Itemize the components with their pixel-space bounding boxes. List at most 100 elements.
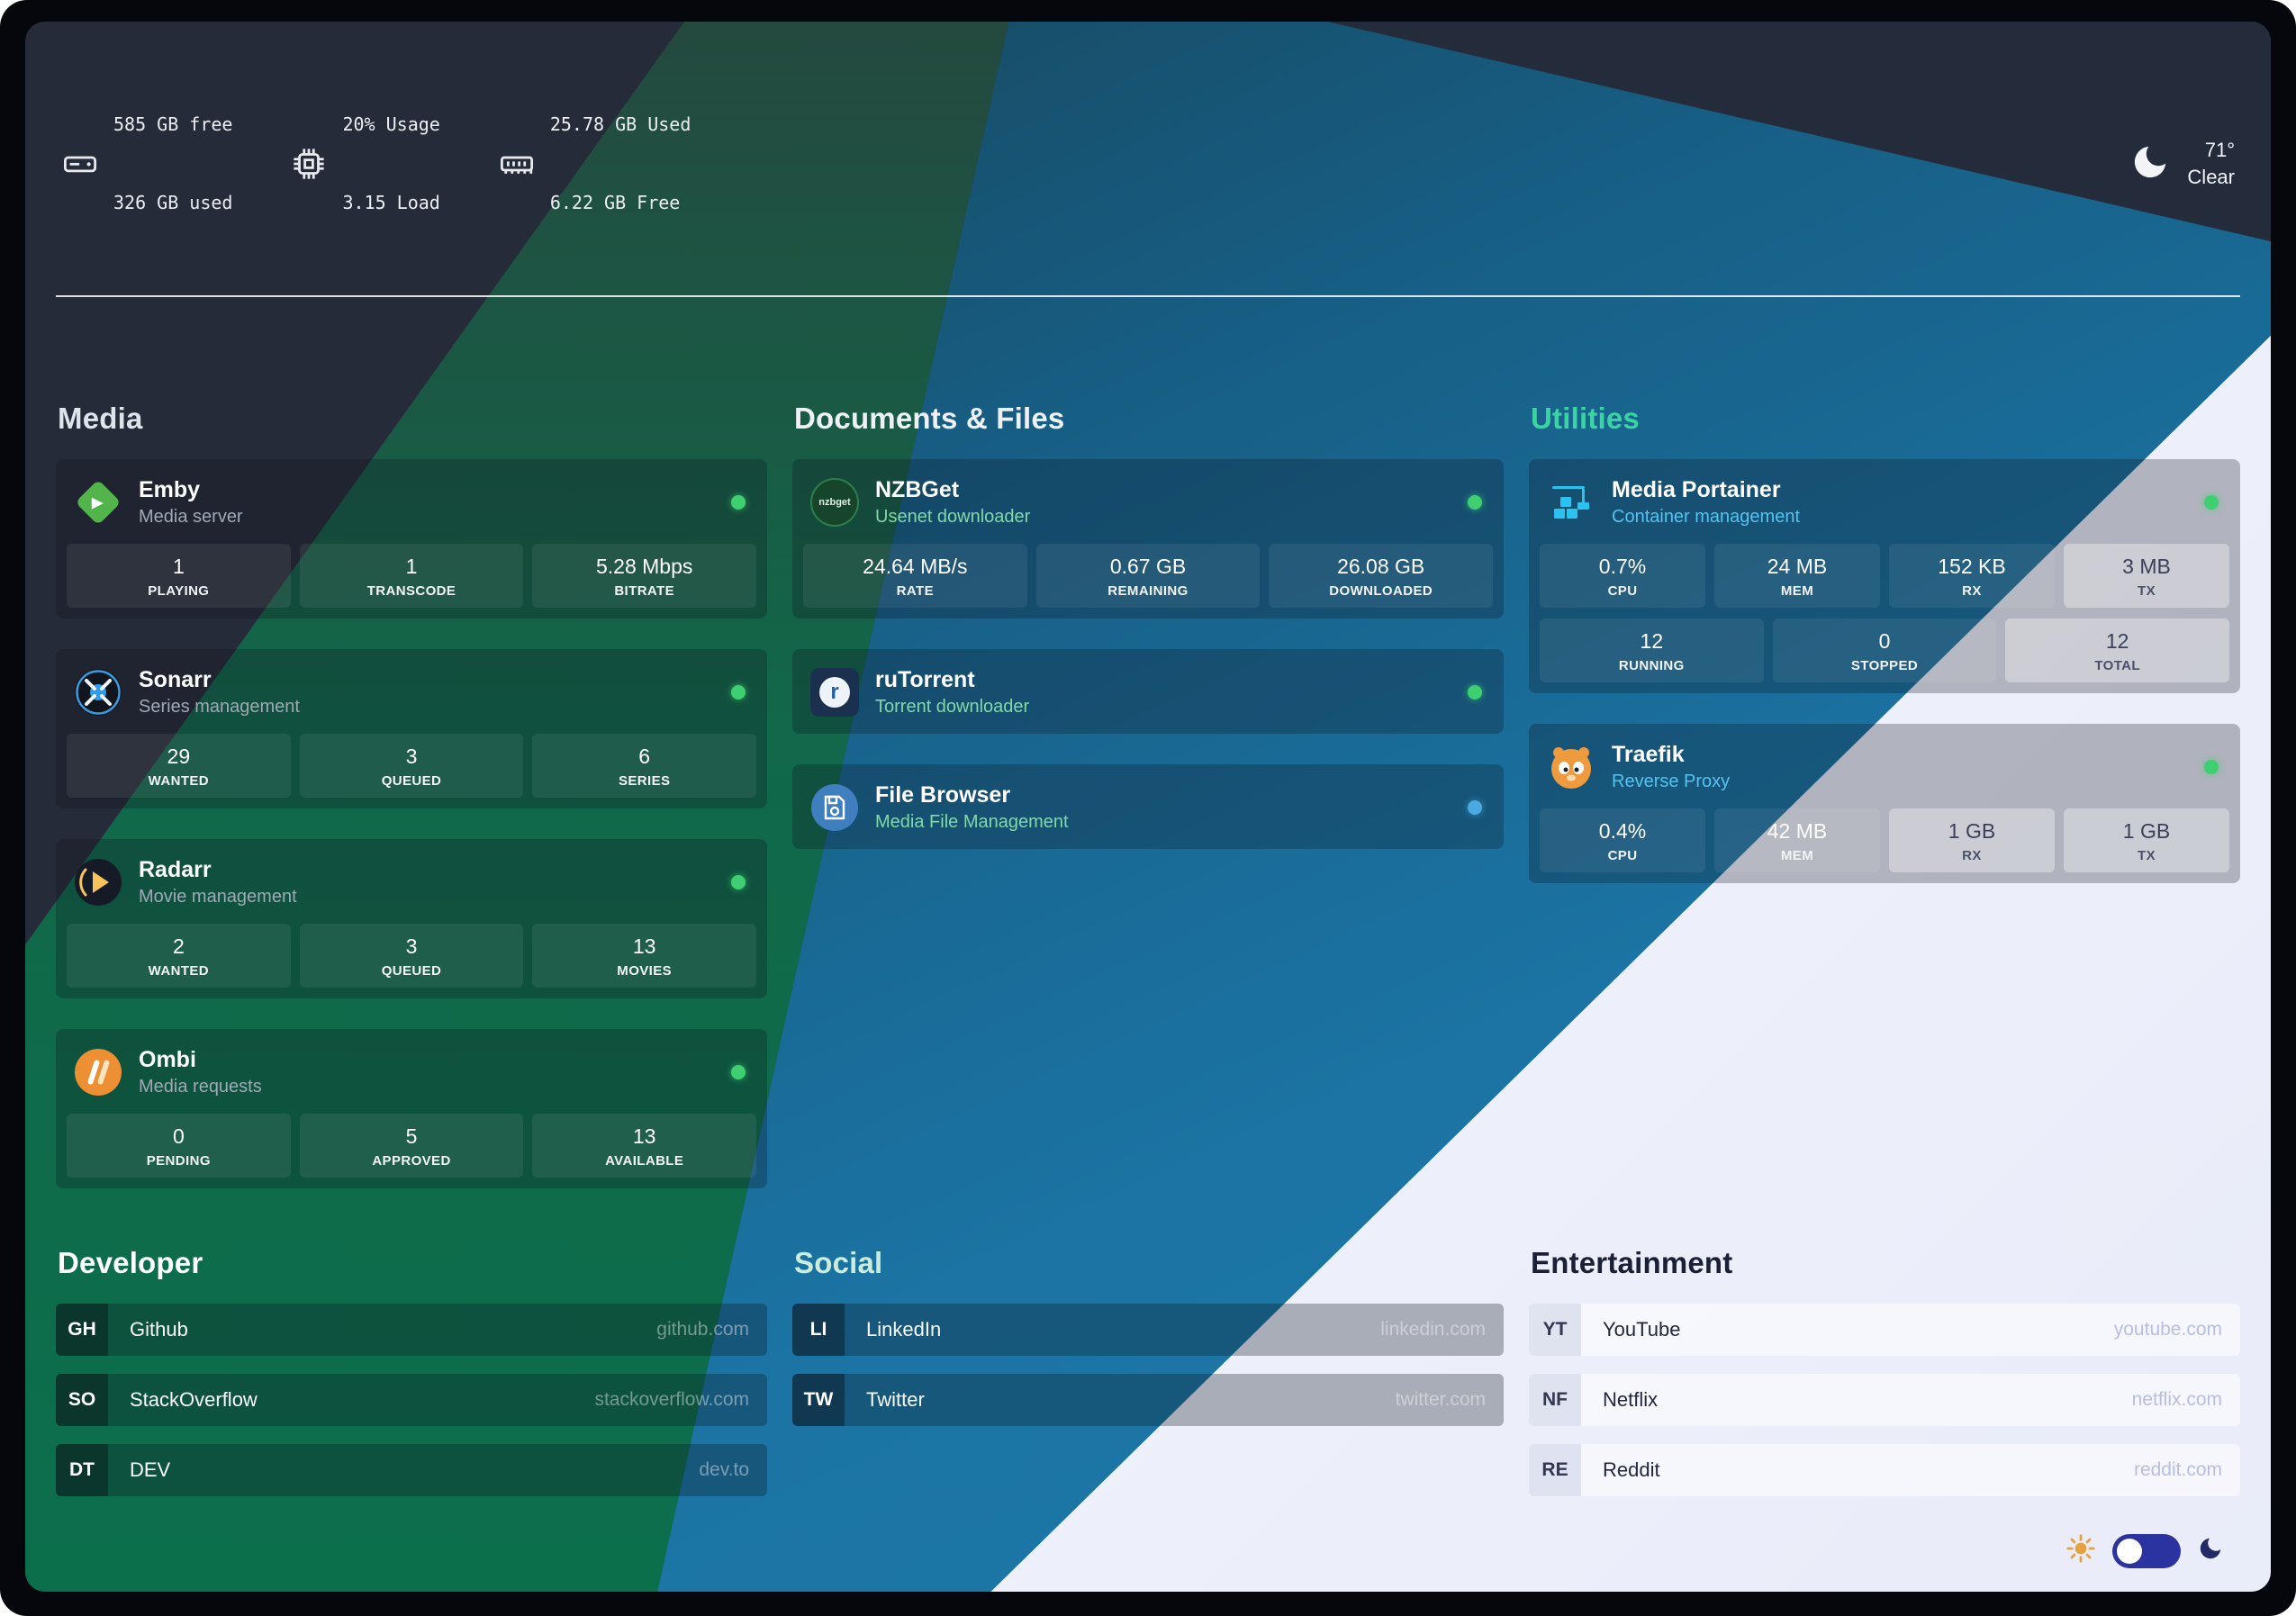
ombi-icon	[74, 1048, 122, 1097]
weather-condition: Clear	[2187, 166, 2235, 188]
disk-stats: 585 GB free 326 GB used	[61, 59, 232, 268]
app-card-emby[interactable]: ▶ Emby Media server 1 PLAYING 1 TRANSCOD…	[56, 459, 767, 618]
stat-value: 42 MB	[1767, 819, 1828, 843]
stat-label: PENDING	[146, 1153, 211, 1169]
disk-used-text: 326 GB used	[113, 192, 233, 213]
stat-remaining: 0.67 GB REMAINING	[1035, 544, 1261, 608]
stat-bitrate: 5.28 Mbps BITRATE	[532, 544, 757, 608]
stat-label: CPU	[1607, 848, 1638, 863]
stat-value: 3	[405, 745, 418, 768]
stat-value: 3 MB	[2122, 555, 2171, 578]
link-name: Netflix	[1603, 1388, 1659, 1411]
radarr-icon	[74, 858, 122, 907]
link-linkedin[interactable]: LI LinkedIn linkedin.com	[792, 1304, 1504, 1356]
app-card-portainer[interactable]: Media Portainer Container management 0.7…	[1529, 459, 2240, 693]
stat-value: 12	[2105, 629, 2129, 653]
link-badge: GH	[56, 1304, 108, 1356]
stat-label: WANTED	[148, 773, 210, 789]
stat-value: 1	[172, 555, 185, 578]
status-dot	[1468, 685, 1482, 700]
status-dot	[731, 875, 746, 889]
stat-label: SERIES	[618, 773, 671, 789]
app-card-nzbget[interactable]: nzbget NZBGet Usenet downloader 24.64 MB…	[792, 459, 1504, 618]
memory-icon	[498, 145, 536, 183]
link-reddit[interactable]: RE Reddit reddit.com	[1529, 1444, 2240, 1496]
stat-queued: 3 QUEUED	[299, 734, 524, 798]
stat-series: 6 SERIES	[532, 734, 757, 798]
app-name: Radarr	[139, 857, 212, 882]
stat-pending: 0 PENDING	[67, 1114, 291, 1178]
link-badge: DT	[56, 1444, 108, 1496]
stat-value: 3	[405, 934, 418, 958]
status-dot	[731, 685, 746, 700]
status-dot	[731, 495, 746, 510]
stat-mem: 42 MB MEM	[1714, 808, 1880, 872]
cpu-stats: 20% Usage 3.15 Load	[290, 59, 440, 268]
theme-toggle-knob[interactable]	[2117, 1538, 2142, 1564]
stat-running: 12 RUNNING	[1540, 618, 1764, 682]
app-name: Sonarr	[139, 667, 212, 692]
link-badge: RE	[1529, 1444, 1581, 1496]
stat-transcode: 1 TRANSCODE	[299, 544, 524, 608]
link-twitter[interactable]: TW Twitter twitter.com	[792, 1374, 1504, 1426]
stat-mem: 24 MB MEM	[1714, 544, 1880, 608]
section-media: Media ▶ Emby Media server 1 PLAYING	[56, 402, 767, 1188]
stat-label: DOWNLOADED	[1329, 583, 1433, 599]
app-subtitle: Movie management	[139, 887, 297, 907]
app-name: NZBGet	[875, 477, 960, 502]
stat-label: BITRATE	[614, 583, 675, 599]
stat-value: 5	[405, 1124, 418, 1148]
app-card-sonarr[interactable]: Sonarr Series management 29 WANTED 3 QUE…	[56, 649, 767, 808]
nzbget-icon: nzbget	[810, 478, 859, 527]
stat-rx: 152 KB RX	[1889, 544, 2055, 608]
link-dev[interactable]: DT DEV dev.to	[56, 1444, 767, 1496]
link-github[interactable]: GH Github github.com	[56, 1304, 767, 1356]
app-name: Emby	[139, 477, 201, 502]
sun-icon[interactable]	[2065, 1533, 2096, 1568]
rutorrent-icon: r	[810, 668, 859, 717]
disk-free-text: 585 GB free	[113, 113, 233, 135]
moon-icon[interactable]	[2197, 1535, 2224, 1566]
portainer-icon	[1547, 478, 1595, 527]
link-url: linkedin.com	[1380, 1319, 1486, 1340]
stat-label: TX	[2138, 848, 2156, 863]
section-documents-files: Documents & Files nzbget NZBGet Usenet d…	[792, 402, 1504, 849]
link-badge: YT	[1529, 1304, 1581, 1356]
section-title-entertainment: Entertainment	[1531, 1246, 1733, 1279]
stat-value: 24 MB	[1767, 555, 1828, 578]
theme-toggle[interactable]	[2112, 1533, 2181, 1568]
memory-free-text: 6.22 GB Free	[549, 192, 681, 213]
app-card-ombi[interactable]: Ombi Media requests 0 PENDING 5 APPROVED	[56, 1029, 767, 1188]
stat-value: 24.64 MB/s	[863, 555, 968, 578]
app-card-radarr[interactable]: Radarr Movie management 2 WANTED 3 QUEUE…	[56, 839, 767, 998]
app-subtitle: Torrent downloader	[875, 697, 1030, 717]
stat-value: 5.28 Mbps	[595, 555, 693, 578]
app-card-traefik[interactable]: Traefik Reverse Proxy 0.4% CPU 42 MB MEM	[1529, 724, 2240, 883]
link-name: YouTube	[1603, 1318, 1681, 1341]
stat-label: CPU	[1607, 583, 1638, 599]
app-name: ruTorrent	[875, 667, 975, 692]
app-card-filebrowser[interactable]: File Browser Media File Management	[792, 764, 1504, 849]
section-title-media: Media	[58, 402, 143, 435]
stat-rate: 24.64 MB/s RATE	[803, 544, 1027, 608]
app-name: Ombi	[139, 1047, 196, 1072]
link-youtube[interactable]: YT YouTube youtube.com	[1529, 1304, 2240, 1356]
status-dot	[2204, 760, 2219, 774]
stat-value: 6	[638, 745, 651, 768]
link-name: LinkedIn	[866, 1318, 942, 1341]
stat-label: TX	[2138, 583, 2156, 599]
app-card-rutorrent[interactable]: r ruTorrent Torrent downloader	[792, 649, 1504, 734]
weather-widget: 71° Clear	[2129, 137, 2235, 190]
link-name: Reddit	[1603, 1458, 1660, 1481]
section-developer: Developer GH Github github.com SO StackO…	[56, 1246, 767, 1496]
stat-tx: 3 MB TX	[2064, 544, 2229, 608]
section-utilities: Utilities Media Portai	[1529, 402, 2240, 883]
stat-value: 0	[1878, 629, 1891, 653]
stat-label: RX	[1962, 848, 1982, 863]
link-stackoverflow[interactable]: SO StackOverflow stackoverflow.com	[56, 1374, 767, 1426]
link-netflix[interactable]: NF Netflix netflix.com	[1529, 1374, 2240, 1426]
theme-switcher	[2065, 1533, 2224, 1568]
status-dot	[1468, 800, 1482, 815]
stat-label: APPROVED	[372, 1153, 451, 1169]
